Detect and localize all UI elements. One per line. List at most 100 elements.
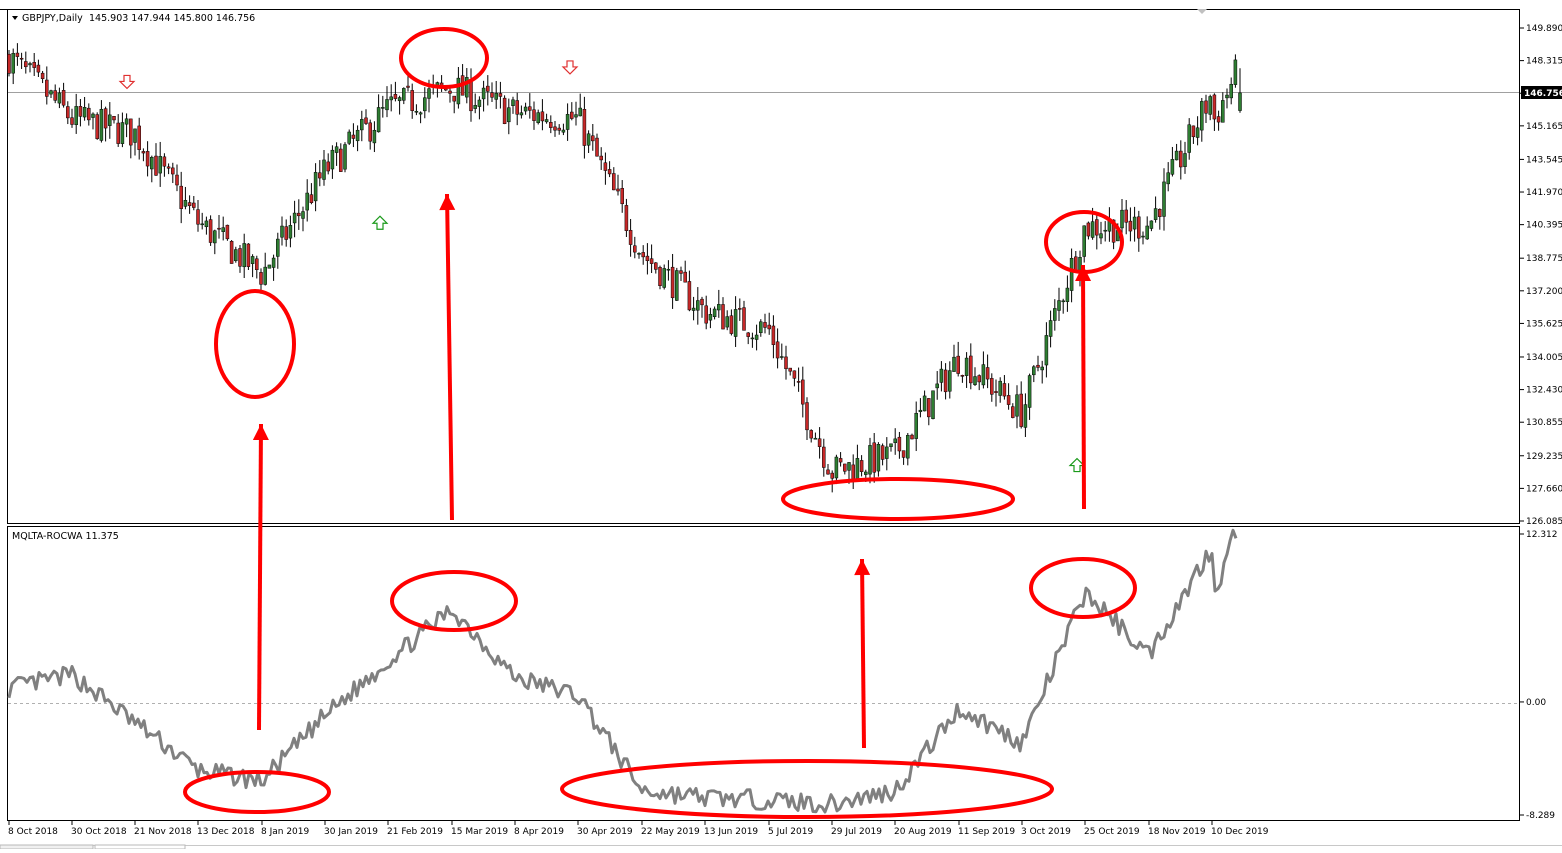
dropdown-triangle-icon[interactable] bbox=[12, 16, 18, 20]
candle-body bbox=[150, 156, 154, 170]
price-tick-label: 137.200 bbox=[1526, 287, 1562, 297]
candle-body bbox=[36, 64, 41, 73]
candle-body bbox=[423, 97, 427, 112]
candle-body bbox=[418, 112, 423, 115]
candle-body bbox=[196, 209, 200, 225]
time-tick-label: 8 Apr 2019 bbox=[514, 827, 564, 837]
time-tick-label: 11 Sep 2019 bbox=[958, 827, 1015, 837]
indicator-axis: 12.312 0.00 -8.289 bbox=[1520, 530, 1558, 821]
price-caption: GBPJPY,Daily 145.903 147.944 145.800 146… bbox=[12, 13, 255, 24]
candle-body bbox=[943, 369, 948, 393]
candle-body bbox=[1103, 229, 1107, 232]
candle-body bbox=[24, 61, 28, 68]
candle-body bbox=[271, 257, 276, 268]
candle-body bbox=[910, 434, 914, 440]
annotation-arrowhead bbox=[854, 559, 871, 576]
candle-body bbox=[855, 458, 860, 479]
candle-body bbox=[931, 390, 935, 419]
candle-body bbox=[297, 212, 301, 217]
signal-arrows bbox=[118, 60, 1086, 473]
annotation-arrowhead bbox=[252, 424, 269, 441]
candle-body bbox=[561, 129, 566, 133]
candle-body bbox=[822, 446, 826, 468]
candle-body bbox=[729, 315, 734, 334]
candle-body bbox=[343, 144, 347, 170]
candle-body bbox=[683, 271, 687, 283]
annotation-ellipse bbox=[1029, 557, 1137, 619]
candle-body bbox=[91, 113, 95, 118]
candle-body bbox=[927, 398, 931, 418]
candle-body bbox=[259, 272, 263, 285]
candle-body bbox=[494, 92, 498, 100]
candle-body bbox=[313, 172, 318, 202]
candle-body bbox=[864, 471, 868, 475]
time-tick-label: 30 Apr 2019 bbox=[577, 827, 633, 837]
candle-body bbox=[796, 381, 801, 383]
candle-body bbox=[381, 107, 385, 109]
chart-tab-2[interactable] bbox=[94, 844, 186, 850]
price-tick-label: 134.005 bbox=[1526, 353, 1562, 363]
candle-body bbox=[721, 304, 725, 330]
candle-body bbox=[511, 99, 515, 106]
candle-body bbox=[339, 148, 343, 172]
candle-body bbox=[225, 224, 230, 240]
chart-shift-marker[interactable] bbox=[1197, 9, 1207, 14]
candle-body bbox=[998, 380, 1002, 396]
candle-body bbox=[893, 438, 897, 444]
candle-body bbox=[658, 267, 662, 286]
candle-body bbox=[633, 245, 637, 253]
chart-tab-1[interactable] bbox=[0, 844, 94, 850]
candle-body bbox=[843, 463, 847, 472]
candle-body bbox=[1212, 94, 1217, 120]
candle-body bbox=[691, 307, 696, 311]
candle-body bbox=[1229, 83, 1233, 99]
current-price-label: 146.756 bbox=[1521, 86, 1562, 99]
candle-body bbox=[708, 314, 713, 321]
candle-body bbox=[830, 472, 834, 479]
candle-body bbox=[469, 79, 473, 112]
candle-body bbox=[171, 167, 175, 175]
candle-body bbox=[960, 375, 965, 377]
candle-body bbox=[754, 334, 759, 340]
candle-body bbox=[847, 462, 851, 471]
annotation-ellipse bbox=[390, 570, 518, 632]
candle-body bbox=[1238, 92, 1242, 111]
candle-body bbox=[112, 116, 116, 121]
candle-body bbox=[687, 281, 692, 311]
candle-body bbox=[318, 172, 322, 179]
candle-body bbox=[700, 298, 704, 306]
candle-body bbox=[45, 79, 49, 97]
candle-body bbox=[330, 149, 335, 170]
candle-body bbox=[406, 85, 410, 88]
annotation-ellipse bbox=[560, 759, 1054, 819]
candle-body bbox=[641, 252, 645, 258]
time-tick-label: 8 Jan 2019 bbox=[261, 827, 309, 837]
candle-body bbox=[498, 93, 503, 97]
time-tick-label: 21 Feb 2019 bbox=[387, 827, 443, 837]
candle-body bbox=[305, 192, 309, 211]
candle-body bbox=[549, 122, 553, 128]
candle-body bbox=[1120, 209, 1124, 229]
candle-body bbox=[376, 107, 381, 133]
candle-body bbox=[750, 337, 755, 340]
time-tick-label: 18 Nov 2019 bbox=[1148, 827, 1206, 837]
candle-body bbox=[1015, 394, 1019, 417]
price-tick-label: 126.085 bbox=[1526, 517, 1562, 527]
price-panel bbox=[7, 9, 1520, 524]
candle-body bbox=[649, 258, 654, 264]
candle-body bbox=[670, 266, 675, 299]
candle-body bbox=[61, 90, 66, 106]
indicator-tick-label: -8.289 bbox=[1526, 811, 1555, 821]
candle-body bbox=[1082, 225, 1086, 257]
candle-body bbox=[809, 430, 813, 439]
annotation-ellipse bbox=[214, 289, 296, 399]
candle-body bbox=[1149, 220, 1154, 229]
candle-body bbox=[792, 370, 797, 379]
price-tick-label: 148.315 bbox=[1526, 57, 1562, 67]
annotation-ellipse bbox=[781, 477, 1015, 521]
candle-body bbox=[1044, 335, 1049, 366]
candle-body bbox=[666, 268, 671, 271]
candle-body bbox=[1145, 225, 1149, 240]
candle-body bbox=[1158, 208, 1162, 217]
